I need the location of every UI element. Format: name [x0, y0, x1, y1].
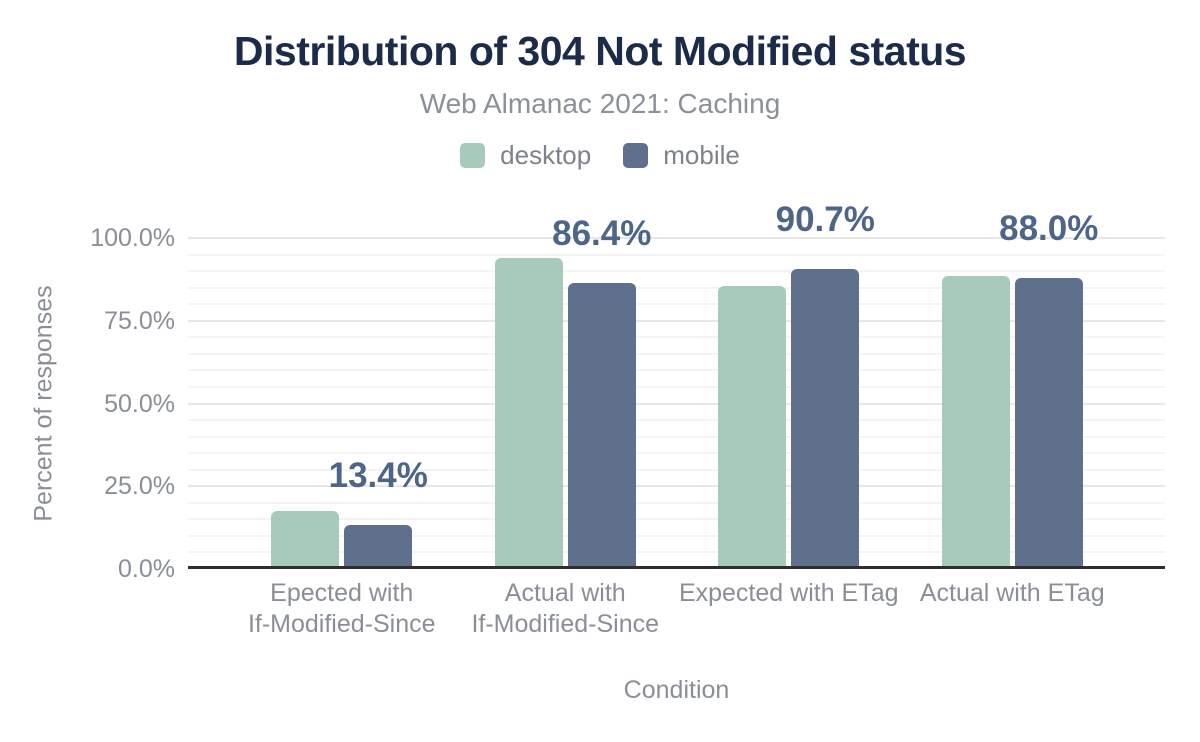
bar-pair-3 — [677, 238, 901, 569]
x-tick-label-1: Epected with If-Modified-Since — [247, 579, 436, 638]
x-tick-label-2: Actual with If-Modified-Since — [471, 579, 660, 638]
bar-mobile-2[interactable] — [567, 283, 636, 569]
minor-gridline-65 — [188, 352, 1165, 355]
y-tick-label-50: 50.0% — [104, 389, 175, 418]
minor-gridline-40 — [188, 435, 1165, 438]
bar-group-2: 86.4% — [454, 216, 678, 569]
gridlines — [188, 237, 1165, 569]
data-label-4: 88.0% — [999, 208, 1099, 248]
bar-group-4: 88.0% — [901, 211, 1125, 569]
chart-subtitle: Web Almanac 2021: Caching — [419, 88, 781, 119]
bar-desktop-1[interactable] — [271, 511, 340, 569]
data-label-3: 90.7% — [775, 199, 875, 239]
minor-gridline-35 — [188, 452, 1165, 455]
minor-gridline-80 — [188, 303, 1165, 306]
major-gridline-75 — [188, 319, 1165, 322]
y-tick-label-25: 25.0% — [104, 472, 175, 501]
legend-item-desktop[interactable]: desktop — [460, 140, 591, 171]
minor-gridline-85 — [188, 286, 1165, 289]
minor-gridline-90 — [188, 270, 1165, 273]
bar-mobile-1[interactable] — [344, 524, 413, 569]
legend-label-desktop: desktop — [500, 140, 592, 170]
plot-area: 13.4% 86.4% 90.7% 88.0% — [230, 202, 1125, 569]
x-axis-title: Condition — [623, 676, 730, 704]
bar-mobile-4[interactable] — [1014, 277, 1083, 569]
minor-gridline-15 — [188, 518, 1165, 521]
chart-title: Distribution of 304 Not Modified status — [233, 28, 967, 74]
minor-gridline-20 — [188, 501, 1165, 504]
y-tick-label-75: 75.0% — [104, 306, 175, 335]
minor-gridline-30 — [188, 468, 1165, 471]
minor-gridline-60 — [188, 369, 1165, 372]
x-tick-label-3: Expected with ETag — [678, 579, 899, 607]
bar-mobile-3[interactable] — [791, 268, 860, 569]
legend: desktop mobile — [0, 140, 1200, 171]
bar-group-1: 13.4% — [230, 238, 454, 569]
minor-gridline-10 — [188, 534, 1165, 537]
bar-group-3: 90.7% — [677, 202, 901, 569]
y-tick-label-0: 0.0% — [118, 555, 175, 583]
bar-desktop-3[interactable] — [718, 286, 787, 569]
x-tick-label-4: Actual with ETag — [919, 579, 1105, 607]
minor-gridline-5 — [188, 551, 1165, 554]
x-axis-line — [188, 566, 1165, 569]
major-gridline-100 — [188, 237, 1165, 239]
bar-desktop-4[interactable] — [941, 275, 1010, 569]
data-label-1: 13.4% — [328, 455, 428, 495]
bar-desktop-2[interactable] — [494, 258, 563, 569]
bar-pair-4 — [901, 238, 1125, 569]
y-tick-label-100: 100.0% — [90, 224, 175, 252]
legend-swatch-desktop — [460, 143, 486, 168]
minor-gridline-45 — [188, 419, 1165, 422]
x-axis-tick-labels: Epected with If-Modified-Since Actual with… — [230, 578, 1124, 640]
bar-pair-1 — [230, 238, 454, 569]
minor-gridline-95 — [188, 253, 1165, 256]
minor-gridline-70 — [188, 336, 1165, 339]
major-gridline-25 — [188, 485, 1165, 488]
bar-pair-2 — [454, 238, 678, 569]
data-label-2: 86.4% — [552, 214, 652, 254]
legend-swatch-mobile — [623, 143, 649, 168]
legend-item-mobile[interactable]: mobile — [623, 140, 740, 171]
legend-label-mobile: mobile — [663, 140, 740, 170]
major-gridline-50 — [188, 402, 1165, 405]
minor-gridline-55 — [188, 385, 1165, 388]
